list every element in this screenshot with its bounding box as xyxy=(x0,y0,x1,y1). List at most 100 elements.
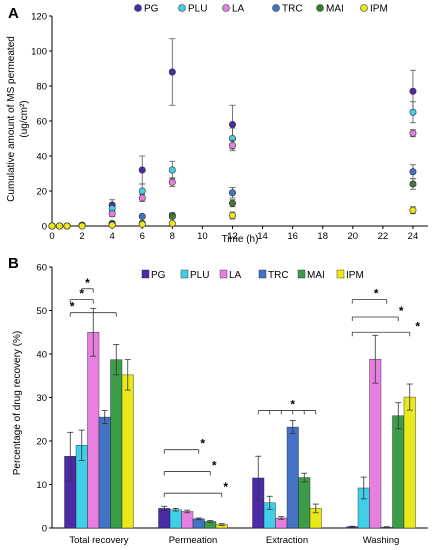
panel-a-letter: A xyxy=(8,5,19,22)
panel-b-plot: 0 10 20 30 40 50 60 Total recovery Permeation Ext… xyxy=(36,263,428,546)
panel-a-point-ipm xyxy=(78,222,86,230)
panel-a-y-tick-label: 40 xyxy=(36,152,47,163)
panel-a-legend-marker-pg xyxy=(134,4,142,12)
panel-a-legend: PG PLU LA TRC MAI IPM xyxy=(134,4,388,15)
panel-a-legend-label-mai: MAI xyxy=(326,4,344,15)
panel-a-point-plu xyxy=(168,166,176,174)
panel-a-y-tick-label: 20 xyxy=(36,187,47,198)
panel-b-legend-label-ipm: IPM xyxy=(346,270,364,281)
panel-b-bar-ipm xyxy=(403,396,416,529)
panel-b-significance-star: * xyxy=(290,398,295,412)
panel-a-x-axis-title: Time (h) xyxy=(222,234,259,245)
panel-a-x-tick-label: 16 xyxy=(287,231,298,242)
panel-a-x-tick-label: 0 xyxy=(49,231,54,242)
panel-a-point-plu xyxy=(409,108,417,116)
panel-a-x-tick-label: 24 xyxy=(408,231,419,242)
panel-b-y-tick-label: 50 xyxy=(36,306,47,317)
panel-b-y-tick-label: 40 xyxy=(36,350,47,361)
panel-b-y-tick-label: 20 xyxy=(36,437,47,448)
panel-b-bar-plu xyxy=(169,509,182,529)
panel-b-legend-swatch-mai xyxy=(297,269,306,279)
panel-a-y-tick-label: 0 xyxy=(42,222,47,233)
panel-b-bar-la xyxy=(369,359,382,529)
panel-a-x-tick-label: 10 xyxy=(197,231,208,242)
panel-a-point-plu xyxy=(138,187,146,195)
panel-a-y-axis-title-line1: Cumulative amount of MS permeated xyxy=(6,36,17,202)
panel-a-legend-marker-plu xyxy=(178,4,186,12)
panel-a-point-ipm xyxy=(108,221,116,229)
panel-b-significance-star: * xyxy=(399,304,404,318)
panel-a-point-ipm xyxy=(228,212,236,220)
panel-a-legend-label-plu: PLU xyxy=(188,4,207,15)
panel-b-legend-label-trc: TRC xyxy=(268,270,289,281)
panel-a-point-la xyxy=(138,194,146,202)
panel-a-point-la xyxy=(168,178,176,186)
panel-b-significance-star: * xyxy=(212,458,217,472)
panel-a-legend-label-trc: TRC xyxy=(282,4,303,15)
panel-b-category-label: Extraction xyxy=(266,535,308,546)
panel-a-point-la xyxy=(228,142,236,150)
panel-a-x-tick-label: 22 xyxy=(378,231,389,242)
panel-a-point-ipm xyxy=(138,220,146,228)
panel-b-significance-star: * xyxy=(223,480,228,494)
panel-a-x-tick-label: 18 xyxy=(317,231,328,242)
panel-b-category-label: Permeation xyxy=(169,535,218,546)
panel-b-category-label: Total recovery xyxy=(69,535,128,546)
panel-b-legend-swatch-pg xyxy=(141,269,150,279)
panel-b-y-tick-label: 0 xyxy=(42,524,47,535)
panel-a-x-tick-label: 20 xyxy=(348,231,359,242)
panel-b-bar-trc xyxy=(98,416,111,529)
panel-a-legend-label-la: LA xyxy=(232,4,245,15)
panel-a-point-mai xyxy=(168,212,176,220)
panel-a-point-trc xyxy=(228,189,236,197)
panel-a-point-mai xyxy=(409,180,417,188)
panel-b-significance-star: * xyxy=(200,437,205,451)
panel-a-y-tick-label: 120 xyxy=(31,12,47,23)
panel-a-legend-label-ipm: IPM xyxy=(370,4,388,15)
panel-b-letter: B xyxy=(8,255,19,272)
panel-a-point-pg xyxy=(409,87,417,95)
panel-b-y-tick-label: 60 xyxy=(36,263,47,274)
panel-a-point-pg xyxy=(228,121,236,129)
panel-a-point-ipm xyxy=(409,206,417,214)
panel-a-point-trc xyxy=(138,212,146,220)
panel-a-legend-marker-la xyxy=(222,4,230,12)
panel-a-point-ipm xyxy=(56,222,64,230)
panel-a-point-ipm xyxy=(48,222,56,230)
panel-a-y-tick-label: 100 xyxy=(31,47,47,58)
panel-a-x-tick-label: 14 xyxy=(257,231,268,242)
panel-b-y-tick-label: 30 xyxy=(36,393,47,404)
panel-b-legend-swatch-trc xyxy=(258,269,267,279)
panel-a-point-la xyxy=(108,210,116,218)
panel-b-bar-la xyxy=(87,332,100,529)
panel-a-legend-marker-trc xyxy=(272,4,280,12)
panel-a-point-la xyxy=(409,129,417,137)
panel-b-bar-pg xyxy=(158,508,171,529)
panel-b-significance-star: * xyxy=(85,276,90,290)
panel-b-bar-ipm xyxy=(121,374,134,529)
panel-b-legend-label-plu: PLU xyxy=(190,270,209,281)
panel-a-x-tick-label: 2 xyxy=(79,231,84,242)
panel-a-point-pg xyxy=(168,68,176,76)
panel-a-point-ipm xyxy=(63,222,71,230)
panel-a-point-trc xyxy=(409,168,417,176)
panel-b-bar-mai xyxy=(392,415,405,529)
panel-b-significance-star: * xyxy=(70,300,75,314)
panel-b-significance-star: * xyxy=(374,287,379,301)
panel-a-y-tick-label: 60 xyxy=(36,117,47,128)
panel-a-y-axis-title-line2: (ug/cm²) xyxy=(19,100,30,137)
panel-b-legend-swatch-la xyxy=(219,269,228,279)
panel-b-significance-star: * xyxy=(415,319,420,333)
panel-a-point-mai xyxy=(228,199,236,207)
panel-b-bar-trc xyxy=(192,518,205,529)
panel-b-category-label: Washing xyxy=(363,535,400,546)
panel-a-legend-label-pg: PG xyxy=(144,4,159,15)
panel-b-legend-label-pg: PG xyxy=(151,270,166,281)
panel-b-legend-label-mai: MAI xyxy=(307,270,325,281)
panel-a-x-tick-label: 12 xyxy=(227,231,238,242)
panel-b-bar-trc xyxy=(286,426,299,529)
panel-b-legend-swatch-ipm xyxy=(336,269,345,279)
panel-a-point-ipm xyxy=(168,219,176,227)
